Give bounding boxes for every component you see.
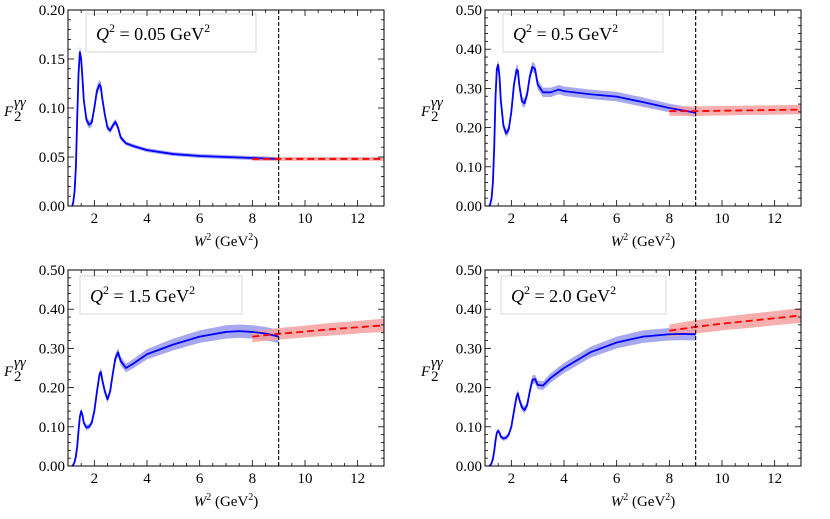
resonance-line — [71, 330, 279, 466]
x-tick-label: 8 — [666, 211, 674, 227]
data-layer — [71, 318, 384, 466]
y-axis-title-sub: 2 — [431, 369, 439, 385]
y-axis-title: F 2γγ — [3, 355, 27, 385]
y-axis-title-sup: γγ — [14, 355, 27, 371]
y-tick-label: 0.50 — [456, 263, 482, 279]
resonance-line — [488, 63, 696, 206]
y-axis-title-sub: 2 — [431, 109, 439, 125]
resonance-line — [71, 51, 279, 206]
y-axis-title-sup: γγ — [431, 355, 444, 371]
x-tick-label: 2 — [508, 211, 516, 227]
y-tick-label: 0.30 — [456, 81, 482, 97]
resonance-band — [489, 327, 696, 466]
y-tick-label: 0.50 — [456, 3, 482, 19]
y-tick-label: 0.20 — [39, 381, 65, 397]
y-tick-label: 0.15 — [39, 52, 65, 68]
y-axis-title: F 2γγ — [420, 355, 444, 385]
annotation-label: Q2 = 1.5 GeV2 — [90, 283, 195, 306]
y-tick-label: 0.20 — [456, 381, 482, 397]
y-axis-title: F 2γγ — [3, 95, 27, 125]
x-axis-title: W2 (GeV2) — [194, 492, 259, 510]
x-axis-title: W2 (GeV2) — [611, 232, 676, 250]
x-tick-label: 12 — [767, 471, 782, 487]
y-axis-title-base: F — [3, 104, 14, 120]
y-axis-title-base: F — [420, 104, 431, 120]
x-tick-label: 4 — [560, 471, 568, 487]
y-axis-title: F 2γγ — [420, 95, 444, 125]
chart-panel-3: 2 4 6 8 10 12 0.00 0.10 0.20 0.30 0.40 0.50 W2 (GeV2… — [3, 263, 385, 510]
x-tick-label: 6 — [613, 211, 621, 227]
x-tick-label: 8 — [666, 471, 674, 487]
data-layer — [488, 60, 801, 206]
y-tick-label: 0.10 — [39, 420, 65, 436]
x-tick-label: 10 — [298, 471, 313, 487]
y-axis-title-base: F — [420, 364, 431, 380]
y-axis-title-sub: 2 — [14, 109, 22, 125]
data-layer — [488, 308, 801, 466]
x-tick-label: 6 — [196, 211, 204, 227]
data-layer — [71, 46, 384, 206]
extrapolation-line — [252, 324, 384, 338]
y-tick-label: 0.10 — [456, 160, 482, 176]
x-tick-label: 4 — [143, 211, 151, 227]
extrapolation-line — [669, 314, 801, 332]
x-tick-label: 2 — [91, 471, 99, 487]
x-tick-label: 2 — [508, 471, 516, 487]
y-tick-label: 0.00 — [456, 459, 482, 475]
y-tick-label: 0.40 — [456, 42, 482, 58]
y-tick-label: 0.40 — [456, 302, 482, 318]
resonance-line — [488, 333, 696, 466]
x-tick-label: 8 — [249, 211, 257, 227]
x-tick-label: 12 — [767, 211, 782, 227]
x-axis-title: W2 (GeV2) — [611, 492, 676, 510]
y-axis-title-sup: γγ — [14, 95, 27, 111]
annotation-box — [85, 13, 257, 53]
y-tick-label: 0.10 — [39, 101, 65, 117]
x-tick-label: 2 — [91, 211, 99, 227]
y-axis-title-base: F — [3, 364, 14, 380]
y-tick-label: 0.40 — [39, 302, 65, 318]
chart-panel-4: 2 4 6 8 10 12 0.00 0.10 0.20 0.30 0.40 0.50 W2 (GeV2… — [420, 263, 802, 510]
annotation-box — [500, 275, 667, 315]
extrapolation-band — [669, 104, 801, 116]
x-tick-label: 12 — [350, 471, 365, 487]
y-tick-label: 0.50 — [39, 263, 65, 279]
x-tick-label: 4 — [143, 471, 151, 487]
y-tick-label: 0.20 — [456, 121, 482, 137]
x-tick-label: 12 — [350, 211, 365, 227]
annotation-label: Q2 = 0.05 GeV2 — [96, 21, 210, 44]
y-axis-title-sup: γγ — [431, 95, 444, 111]
y-tick-label: 0.10 — [456, 420, 482, 436]
x-tick-label: 8 — [249, 471, 257, 487]
y-tick-label: 0.00 — [39, 199, 65, 215]
y-axis-title-sub: 2 — [14, 369, 22, 385]
chart-panel-2: 2 4 6 8 10 12 0.00 0.10 0.20 0.30 0.40 0.50 W2 (GeV2… — [420, 3, 802, 250]
y-tick-label: 0.00 — [39, 459, 65, 475]
extrapolation-band — [252, 157, 384, 161]
y-tick-label: 0.00 — [456, 199, 482, 215]
y-tick-label: 0.20 — [39, 3, 65, 19]
annotation-label: Q2 = 2.0 GeV2 — [511, 283, 616, 306]
x-tick-label: 4 — [560, 211, 568, 227]
y-tick-label: 0.30 — [39, 341, 65, 357]
x-tick-label: 6 — [196, 471, 204, 487]
annotation-label: Q2 = 0.5 GeV2 — [513, 21, 618, 44]
annotation-box — [502, 13, 664, 53]
x-tick-label: 6 — [613, 471, 621, 487]
y-tick-label: 0.30 — [456, 341, 482, 357]
x-tick-label: 10 — [298, 211, 313, 227]
y-tick-label: 0.05 — [39, 150, 65, 166]
x-tick-label: 10 — [715, 211, 730, 227]
annotation-box — [79, 275, 243, 315]
x-axis-title: W2 (GeV2) — [194, 232, 259, 250]
x-tick-label: 10 — [715, 471, 730, 487]
